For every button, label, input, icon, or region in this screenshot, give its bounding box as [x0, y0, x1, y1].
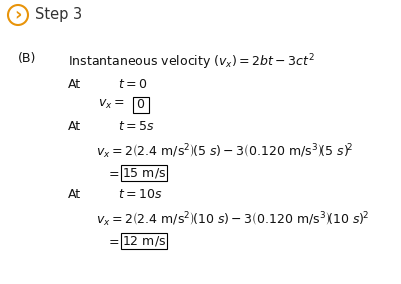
Text: Instantaneous velocity $\left(v_x\right) = 2bt - 3ct^2$: Instantaneous velocity $\left(v_x\right)… [68, 52, 314, 72]
Text: $t = 10s$: $t = 10s$ [118, 188, 162, 201]
Text: Step 3: Step 3 [35, 7, 82, 22]
Text: $0$: $0$ [136, 99, 145, 112]
Text: $v_x = 2\left(2.4\ \mathrm{m/s}^2\right)\!\left(5\ s\right) - 3\left(0.120\ \mat: $v_x = 2\left(2.4\ \mathrm{m/s}^2\right)… [96, 142, 352, 161]
FancyBboxPatch shape [133, 97, 149, 113]
Text: (B): (B) [18, 52, 36, 65]
Text: At: At [68, 188, 81, 201]
Text: At: At [68, 120, 81, 133]
Text: At: At [68, 78, 81, 91]
Text: $v_x =$: $v_x =$ [98, 98, 124, 111]
Text: $12\ \mathrm{m/s}$: $12\ \mathrm{m/s}$ [122, 234, 166, 248]
FancyBboxPatch shape [121, 233, 166, 249]
Text: $15\ \mathrm{m/s}$: $15\ \mathrm{m/s}$ [122, 166, 166, 180]
Text: $=$: $=$ [106, 234, 119, 247]
Text: $t = 5s$: $t = 5s$ [118, 120, 154, 133]
Text: $=$: $=$ [106, 166, 119, 179]
Text: ›: › [14, 6, 22, 24]
Text: $t = 0$: $t = 0$ [118, 78, 147, 91]
Text: $v_x = 2\left(2.4\ \mathrm{m/s}^2\right)\!\left(10\ s\right) - 3\left(0.120\ \ma: $v_x = 2\left(2.4\ \mathrm{m/s}^2\right)… [96, 210, 368, 229]
FancyBboxPatch shape [121, 165, 166, 181]
